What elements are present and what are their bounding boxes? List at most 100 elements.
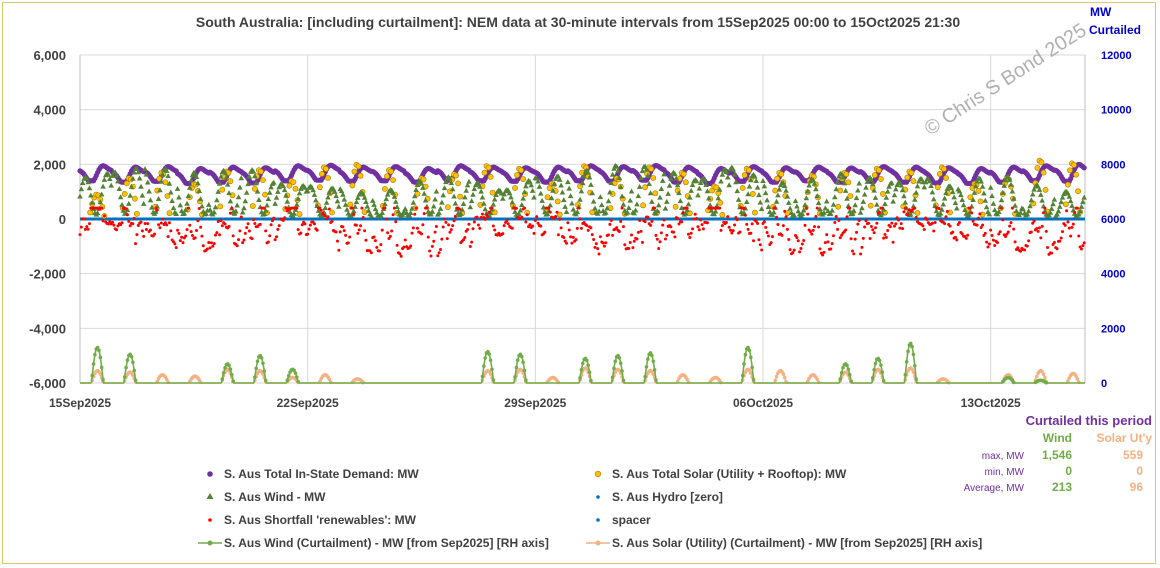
shortfall-point — [735, 218, 739, 222]
wind-point — [996, 209, 1002, 215]
shortfall-point — [681, 211, 685, 215]
shortfall-point — [981, 223, 985, 227]
shortfall-point — [964, 236, 968, 240]
solar-point — [650, 175, 657, 181]
legend: S. Aus Total In-State Demand: MW S. Aus T… — [198, 467, 982, 550]
wind-point — [109, 172, 116, 178]
wind-point — [898, 182, 905, 188]
shortfall-point — [239, 215, 243, 219]
wind-point — [323, 199, 330, 205]
shortfall-point — [268, 234, 272, 238]
solar_curt-point — [585, 367, 589, 372]
wind-point — [195, 180, 201, 186]
shortfall-point — [445, 237, 449, 241]
wind-point — [1059, 194, 1066, 200]
y-left-tick-label: 2,000 — [33, 157, 66, 172]
shortfall-point — [490, 206, 494, 210]
shortfall-point — [597, 252, 601, 256]
wind-point — [479, 194, 486, 200]
wind-point — [792, 198, 799, 204]
shortfall-point — [686, 232, 690, 236]
wind_curt-point — [99, 365, 104, 370]
wind-point — [802, 201, 808, 207]
wind-point — [516, 211, 522, 217]
wind-point — [861, 191, 868, 197]
wind-point — [86, 185, 93, 191]
shortfall-point — [659, 231, 663, 235]
wind_curt-point — [293, 371, 298, 375]
shortfall-point — [989, 228, 993, 232]
solar-point — [739, 185, 746, 191]
shortfall-point — [514, 206, 518, 210]
shortfall-point — [810, 232, 814, 236]
shortfall-point — [142, 234, 146, 238]
wind-point — [242, 198, 249, 204]
wind-point — [142, 166, 148, 172]
shortfall-point — [555, 210, 559, 214]
shortfall-point — [833, 220, 837, 224]
shortfall-point — [1071, 222, 1075, 226]
wind-point — [411, 193, 418, 199]
shortfall-point — [398, 252, 402, 256]
shortfall-point — [995, 241, 999, 245]
wind_curt-point — [643, 374, 647, 379]
solar-point — [544, 194, 551, 201]
wind-point — [588, 181, 594, 187]
shortfall-point — [386, 231, 390, 235]
wind-point — [646, 181, 652, 187]
shortfall-point — [566, 221, 570, 225]
shortfall-point — [987, 242, 991, 246]
shortfall-point — [440, 237, 444, 241]
shortfall-point — [653, 206, 657, 210]
shortfall-point — [228, 211, 232, 215]
shortfall-point — [930, 221, 934, 225]
shortfall-point — [235, 244, 239, 248]
wind-point — [113, 172, 120, 178]
wind-point — [436, 210, 442, 216]
shortfall-point — [1066, 220, 1070, 224]
wind-point — [544, 211, 551, 217]
shortfall-point — [658, 240, 662, 244]
shortfall-point — [300, 223, 304, 227]
solar-point — [1065, 181, 1071, 188]
shortfall-point — [720, 224, 724, 228]
shortfall-point — [897, 218, 901, 222]
shortfall-point — [903, 206, 907, 210]
shortfall-point — [593, 245, 597, 249]
wind-point — [890, 198, 896, 204]
wind-point — [954, 205, 960, 211]
shortfall-point — [1075, 206, 1079, 210]
shortfall-point — [330, 219, 334, 223]
wind-point — [978, 178, 984, 184]
shortfall-point — [845, 215, 849, 219]
wind-point — [262, 207, 269, 213]
wind-point — [716, 186, 723, 192]
wind-point — [787, 205, 793, 211]
wind-point — [493, 192, 499, 198]
wind-point — [295, 195, 301, 201]
shortfall-point — [932, 229, 936, 233]
shortfall-point — [1050, 251, 1054, 255]
shortfall-point — [852, 252, 856, 256]
shortfall-point — [220, 224, 224, 228]
shortfall-point — [177, 231, 181, 235]
wind-point — [481, 200, 487, 206]
shortfall-point — [85, 225, 89, 229]
solar-point — [835, 203, 842, 210]
wind-point — [174, 185, 181, 191]
wind-point — [310, 187, 316, 193]
wind_curt-point — [133, 378, 138, 382]
shortfall-point — [296, 228, 300, 232]
wind-point — [822, 205, 829, 211]
wind-point — [638, 175, 644, 181]
shortfall-point — [375, 245, 379, 249]
wind-point — [653, 210, 659, 216]
shortfall-point — [821, 253, 825, 257]
series-wind_curt — [80, 341, 1085, 385]
wind_curt-point — [579, 368, 584, 372]
wind_curt-point — [908, 341, 913, 346]
shortfall-point — [608, 222, 612, 226]
shortfall-point — [990, 234, 994, 238]
wind-point — [1002, 177, 1009, 183]
wind_curt-point — [480, 374, 485, 379]
